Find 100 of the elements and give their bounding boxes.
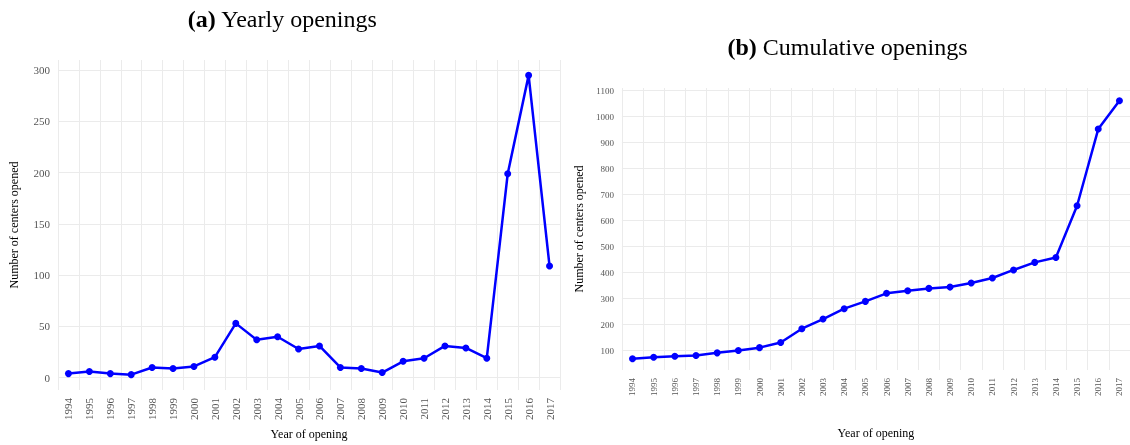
y-tick-label: 700 [600, 189, 615, 200]
x-tick-label: 2003 [818, 377, 829, 396]
y-tick-label: 400 [600, 267, 615, 278]
point [420, 354, 428, 362]
point [1010, 266, 1018, 274]
x-tick-label: 2000 [187, 397, 200, 420]
x-tick-label: 2008 [355, 397, 368, 420]
x-tick-label: 1996 [104, 397, 117, 420]
x-tick-label: 2009 [376, 397, 389, 420]
x-tick-label: 2007 [334, 397, 347, 420]
x-tick-label: 1995 [648, 377, 659, 396]
point [274, 333, 282, 341]
point [232, 319, 240, 327]
x-tick-label: 2014 [1050, 377, 1061, 396]
point [904, 287, 912, 295]
y-tick-label: 900 [600, 137, 615, 148]
point [1073, 202, 1081, 210]
point [525, 71, 533, 79]
point [756, 344, 764, 352]
x-tick-label: 2007 [902, 377, 913, 396]
point [628, 355, 636, 363]
x-tick-label: 2005 [860, 377, 871, 396]
x-tick-label: 2014 [480, 397, 493, 420]
x-tick-label: 2006 [313, 397, 326, 420]
point [671, 352, 679, 360]
point [211, 353, 219, 361]
y-tick-label: 800 [600, 163, 615, 174]
x-tick-label: 2015 [1072, 377, 1083, 396]
x-tick-label: 2011 [418, 398, 431, 420]
point [967, 279, 975, 287]
x-axis-title: Year of opening [270, 426, 348, 441]
x-tick-label: 1994 [62, 397, 75, 420]
point [650, 353, 658, 361]
x-tick-label: 2012 [1008, 378, 1019, 396]
x-tick-label: 1997 [691, 377, 701, 396]
point [169, 364, 177, 372]
point [148, 363, 156, 371]
point [504, 170, 512, 178]
y-axis-title: Number of centers opened [572, 165, 586, 293]
x-tick-label: 1998 [712, 377, 723, 396]
y-tick-label: 100 [600, 345, 615, 356]
point [546, 262, 554, 270]
x-tick-label: 1999 [167, 397, 180, 420]
y-tick-label: 600 [600, 215, 615, 226]
y-tick-label: 200 [33, 166, 51, 179]
point [106, 370, 114, 378]
point [840, 305, 848, 313]
x-tick-label: 1994 [627, 377, 638, 396]
y-axis-title: Number of centers opened [7, 161, 21, 289]
x-tick-label: 2005 [292, 397, 305, 420]
x-tick-label: 2009 [945, 377, 956, 396]
x-tick-label: 1995 [83, 397, 96, 420]
x-tick-label: 2004 [271, 397, 284, 420]
point [734, 347, 742, 354]
point [483, 354, 491, 362]
point [85, 368, 93, 376]
x-tick-label: 2001 [208, 398, 221, 420]
point [1115, 97, 1123, 105]
chart-title: (a) Yearly openings [187, 6, 377, 32]
y-tick-label: 150 [33, 217, 51, 230]
point [399, 357, 407, 365]
x-tick-label: 2000 [754, 377, 765, 396]
y-tick-label: 1000 [595, 111, 615, 122]
x-tick-label: 2013 [1029, 377, 1040, 396]
point [988, 274, 996, 282]
point [925, 284, 933, 292]
x-tick-label: 2010 [397, 397, 410, 420]
y-tick-label: 250 [33, 115, 51, 128]
point [357, 364, 365, 372]
point [64, 370, 72, 378]
point [1052, 253, 1060, 261]
point [336, 363, 344, 371]
point [253, 336, 261, 344]
x-tick-label: 2004 [839, 377, 850, 396]
y-tick-label: 300 [600, 293, 615, 304]
x-tick-label: 2003 [250, 397, 263, 420]
y-tick-label: 100 [33, 269, 51, 282]
point [713, 349, 721, 357]
point [1094, 125, 1102, 133]
y-tick-label: 200 [600, 319, 615, 330]
x-tick-label: 2002 [796, 378, 807, 396]
y-tick-label: 500 [600, 241, 615, 252]
point [798, 325, 806, 333]
y-tick-label: 1100 [596, 85, 615, 96]
y-tick-label: 0 [44, 371, 51, 384]
x-tick-label: 2017 [543, 397, 556, 420]
point [462, 344, 470, 352]
x-tick-label: 1996 [669, 377, 680, 396]
x-tick-label: 2015 [501, 397, 514, 420]
point [378, 369, 386, 377]
x-tick-label: 2006 [881, 377, 892, 396]
x-tick-label: 2012 [438, 398, 451, 420]
x-tick-label: 2001 [775, 378, 786, 396]
x-axis-title: Year of opening [837, 426, 915, 440]
x-tick-label: 2010 [966, 377, 977, 396]
point [295, 345, 303, 353]
x-tick-label: 1999 [733, 377, 744, 396]
point [190, 362, 198, 370]
y-tick-label: 50 [39, 320, 51, 333]
x-tick-label: 2016 [522, 397, 535, 420]
